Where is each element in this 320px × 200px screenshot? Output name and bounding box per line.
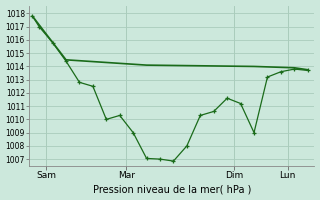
X-axis label: Pression niveau de la mer( hPa ): Pression niveau de la mer( hPa )	[92, 184, 251, 194]
